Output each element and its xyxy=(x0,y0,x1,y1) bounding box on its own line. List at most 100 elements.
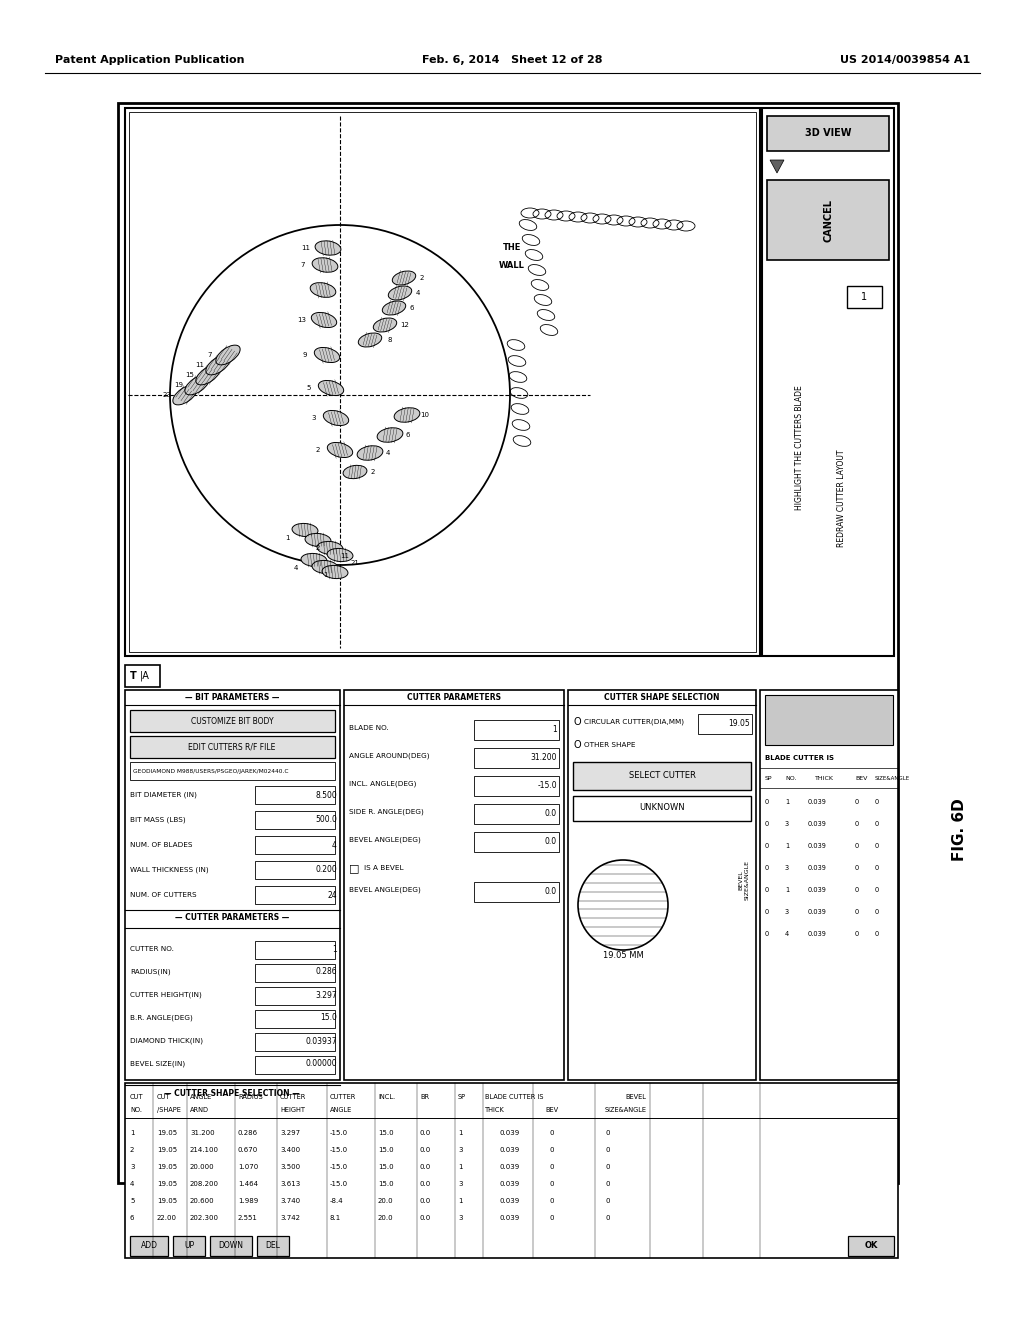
Ellipse shape xyxy=(310,282,336,297)
Text: 0: 0 xyxy=(765,799,769,805)
Text: 6: 6 xyxy=(406,432,411,438)
Text: 0.039: 0.039 xyxy=(808,887,826,894)
Text: /SHAPE: /SHAPE xyxy=(157,1107,181,1113)
Text: CUTTER PARAMETERS: CUTTER PARAMETERS xyxy=(407,693,501,702)
Text: SIZE&ANGLE: SIZE&ANGLE xyxy=(874,776,910,780)
Text: 1: 1 xyxy=(130,1130,134,1137)
Text: O: O xyxy=(573,741,581,750)
Text: 0: 0 xyxy=(765,843,769,849)
Text: -15.0: -15.0 xyxy=(330,1181,348,1187)
Text: 3: 3 xyxy=(130,1164,134,1170)
Text: OTHER SHAPE: OTHER SHAPE xyxy=(584,742,636,748)
Text: 4: 4 xyxy=(332,841,337,850)
Polygon shape xyxy=(770,160,784,173)
Bar xyxy=(255,1010,335,1028)
Text: BIT MASS (LBS): BIT MASS (LBS) xyxy=(130,817,185,824)
Text: SP: SP xyxy=(458,1094,466,1100)
Text: CUTTER SHAPE SELECTION: CUTTER SHAPE SELECTION xyxy=(604,693,720,702)
Text: ARND: ARND xyxy=(190,1107,209,1113)
Text: 2: 2 xyxy=(371,469,375,475)
Text: 0.670: 0.670 xyxy=(238,1147,258,1152)
Text: 0.286: 0.286 xyxy=(315,968,337,977)
Ellipse shape xyxy=(317,541,343,554)
Text: 19.05: 19.05 xyxy=(157,1181,177,1187)
Ellipse shape xyxy=(328,442,352,458)
Text: 15.0: 15.0 xyxy=(321,1014,337,1023)
Bar xyxy=(255,810,335,829)
Text: CUTTER NO.: CUTTER NO. xyxy=(130,946,174,952)
Text: 13: 13 xyxy=(298,317,306,323)
Text: 0: 0 xyxy=(855,821,859,828)
Ellipse shape xyxy=(185,375,209,395)
Ellipse shape xyxy=(322,565,348,578)
Bar xyxy=(848,1236,894,1257)
Text: 19.05: 19.05 xyxy=(728,719,750,729)
Text: THE: THE xyxy=(503,243,521,252)
Text: SELECT CUTTER: SELECT CUTTER xyxy=(629,771,695,780)
Text: 0: 0 xyxy=(605,1147,609,1152)
Text: 3: 3 xyxy=(311,414,316,421)
Text: DIAMOND THICK(IN): DIAMOND THICK(IN) xyxy=(130,1038,203,1044)
Text: CUT: CUT xyxy=(157,1094,171,1100)
Text: 500.0: 500.0 xyxy=(315,816,337,825)
Text: 8.500: 8.500 xyxy=(315,791,337,800)
Text: 0.0: 0.0 xyxy=(420,1147,431,1152)
Bar xyxy=(344,690,564,1080)
Text: 0: 0 xyxy=(855,865,859,871)
Bar xyxy=(130,762,335,780)
Text: 3.297: 3.297 xyxy=(315,990,337,999)
Text: CANCEL: CANCEL xyxy=(823,198,833,242)
Text: 0.039: 0.039 xyxy=(808,931,826,937)
Text: 1: 1 xyxy=(785,843,790,849)
Text: 7: 7 xyxy=(208,352,212,358)
Text: 0: 0 xyxy=(550,1214,555,1221)
Text: 20.0: 20.0 xyxy=(378,1214,393,1221)
Text: BIT DIAMETER (IN): BIT DIAMETER (IN) xyxy=(130,792,197,799)
Text: 0.039: 0.039 xyxy=(500,1147,520,1152)
Text: 1: 1 xyxy=(332,945,337,953)
Text: ANGLE: ANGLE xyxy=(330,1107,352,1113)
Text: HEIGHT: HEIGHT xyxy=(280,1107,305,1113)
Text: 0: 0 xyxy=(765,931,769,937)
Text: 0.0: 0.0 xyxy=(420,1181,431,1187)
Text: 0: 0 xyxy=(874,843,880,849)
Text: 8.1: 8.1 xyxy=(330,1214,341,1221)
Bar xyxy=(765,696,893,744)
Text: 9: 9 xyxy=(303,352,307,358)
Text: -15.0: -15.0 xyxy=(330,1164,348,1170)
Bar xyxy=(130,1236,168,1257)
Text: 0.286: 0.286 xyxy=(238,1130,258,1137)
Text: 19.05: 19.05 xyxy=(157,1199,177,1204)
Ellipse shape xyxy=(311,313,337,327)
Text: WALL: WALL xyxy=(499,260,525,269)
Bar xyxy=(255,861,335,879)
Text: INCL.: INCL. xyxy=(378,1094,395,1100)
Text: ADD: ADD xyxy=(140,1242,158,1250)
Text: 15: 15 xyxy=(185,372,195,378)
Text: BEVEL: BEVEL xyxy=(625,1094,646,1100)
Ellipse shape xyxy=(388,286,412,300)
Bar xyxy=(129,112,756,652)
Bar xyxy=(125,665,160,686)
Bar xyxy=(173,1236,205,1257)
Text: FIG. 6D: FIG. 6D xyxy=(952,799,968,862)
Text: 0: 0 xyxy=(874,821,880,828)
Text: 8: 8 xyxy=(388,337,392,343)
Text: DEL: DEL xyxy=(265,1242,281,1250)
Text: 0: 0 xyxy=(765,865,769,871)
Text: ANGLE AROUND(DEG): ANGLE AROUND(DEG) xyxy=(349,752,429,759)
Text: NUM. OF BLADES: NUM. OF BLADES xyxy=(130,842,193,847)
Text: 0: 0 xyxy=(550,1164,555,1170)
Text: ANGLE: ANGLE xyxy=(190,1094,212,1100)
Text: -15.0: -15.0 xyxy=(330,1147,348,1152)
Text: 15.0: 15.0 xyxy=(378,1147,393,1152)
Ellipse shape xyxy=(357,446,383,461)
Text: CUTTER HEIGHT(IN): CUTTER HEIGHT(IN) xyxy=(130,991,202,998)
Text: 23: 23 xyxy=(163,392,171,399)
Text: 4: 4 xyxy=(130,1181,134,1187)
Text: 19.05: 19.05 xyxy=(157,1147,177,1152)
Ellipse shape xyxy=(301,553,327,566)
Text: 214.100: 214.100 xyxy=(190,1147,219,1152)
Text: BLADE NO.: BLADE NO. xyxy=(349,725,389,731)
Text: BEV: BEV xyxy=(545,1107,558,1113)
